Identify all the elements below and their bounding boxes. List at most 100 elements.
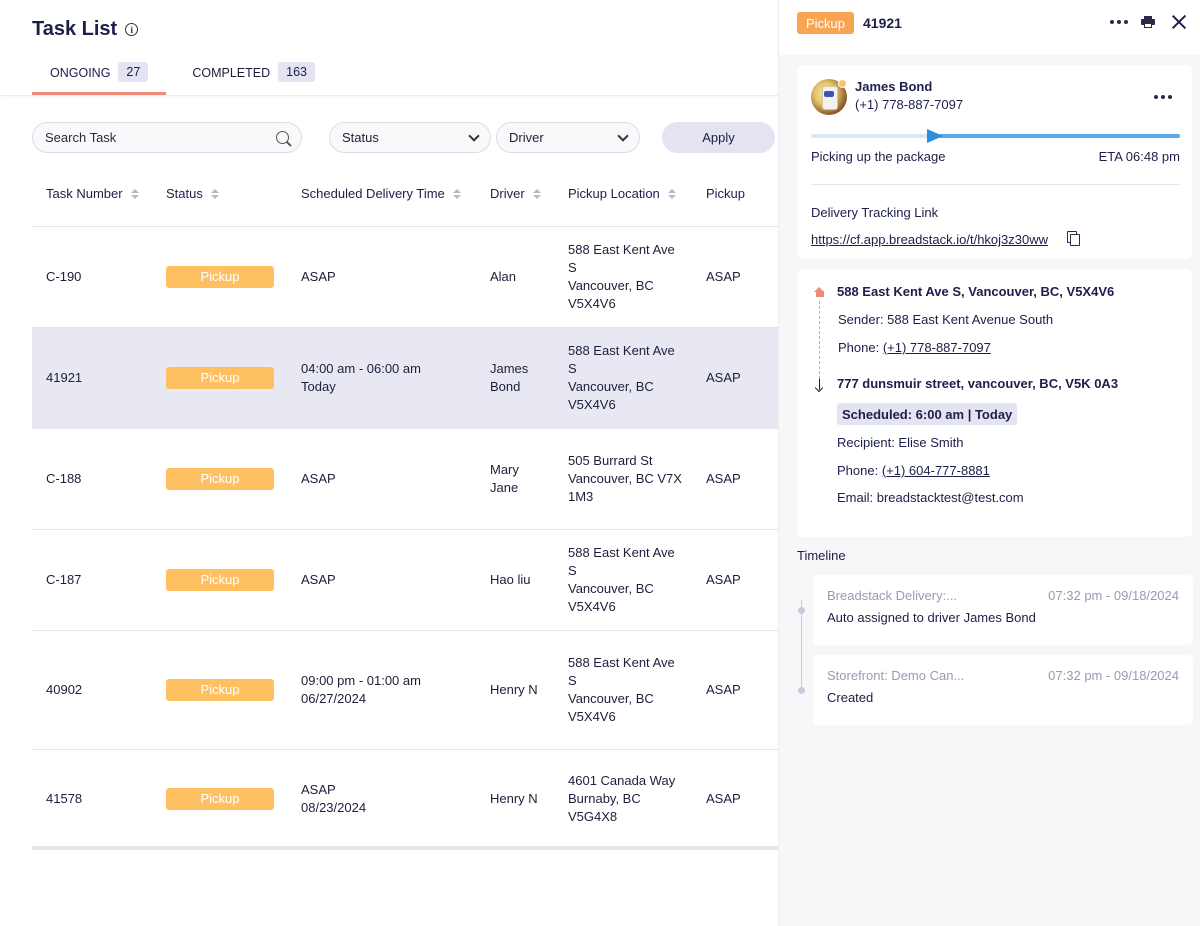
timeline-time: 07:32 pm - 09/18/2024 — [1048, 668, 1179, 683]
driver-line: James — [490, 361, 529, 376]
status-badge-label: Pickup — [166, 787, 274, 810]
table-row[interactable]: C-187 Pickup ASAP Hao liu 588 East Kent Ave S… — [32, 529, 778, 630]
column-header-pickup[interactable]: Pickup — [706, 186, 745, 201]
timeline-heading: Timeline — [797, 548, 846, 563]
scheduled-time: 09:00 pm - 01:00 am 06/27/2024 — [301, 672, 421, 708]
tracking-link-heading: Delivery Tracking Link — [811, 205, 939, 220]
pickup: ASAP — [706, 790, 741, 806]
scheduled-time-line: ASAP — [301, 269, 336, 284]
scheduled-time-line: 09:00 pm - 01:00 am — [301, 673, 421, 688]
driver-position-marker-icon — [927, 129, 943, 143]
table-row[interactable]: 40902 Pickup 09:00 pm - 01:00 am 06/27/2024… — [32, 630, 778, 749]
tab-completed-count: 163 — [278, 62, 315, 82]
pickup-location-line: Vancouver, BC — [568, 278, 654, 293]
column-header-scheduled-time[interactable]: Scheduled Delivery Time — [301, 186, 461, 201]
driver: Henry N — [490, 790, 538, 808]
scheduled-time-line: 06/27/2024 — [301, 691, 367, 706]
pickup-location-line: 588 East Kent Ave — [568, 545, 675, 560]
recipient-phone-link[interactable]: (+1) 604-777-8881 — [881, 463, 990, 478]
scheduled-time-line: ASAP — [301, 781, 336, 797]
sort-icon[interactable] — [532, 188, 541, 199]
scheduled-time: ASAP — [301, 268, 336, 286]
pickup-location-line: V5X4V6 — [568, 709, 616, 724]
driver: Mary Jane — [490, 461, 519, 497]
pickup: ASAP — [706, 682, 741, 697]
copy-icon[interactable] — [1067, 231, 1080, 246]
column-header-label: Status — [166, 186, 203, 201]
pickup-location-line: Vancouver, BC — [568, 581, 654, 596]
sort-icon[interactable] — [130, 188, 139, 199]
more-options-icon[interactable] — [1110, 20, 1128, 24]
apply-button[interactable]: Apply — [662, 122, 775, 153]
sort-icon[interactable] — [210, 188, 219, 199]
print-icon[interactable] — [1141, 16, 1155, 28]
status-badge-label: Pickup — [166, 468, 274, 490]
driver-line: Hao liu — [490, 572, 531, 587]
status-badge: Pickup — [166, 679, 274, 701]
table-row[interactable]: 41921 Pickup 04:00 am - 06:00 am Today James… — [32, 327, 778, 428]
status-filter-select[interactable]: Status — [329, 122, 491, 153]
timeline-source: Breadstack Delivery:... — [827, 588, 958, 603]
sort-icon[interactable] — [452, 188, 461, 199]
table-row[interactable]: 41578 Pickup ASAP 08/23/2024 Henry N 4601 Can… — [32, 749, 778, 847]
search-input[interactable]: Search Task — [32, 122, 302, 153]
search-icon[interactable] — [276, 131, 289, 144]
recipient-email: Email: breadstacktest@test.com — [837, 490, 1024, 505]
task-number: C-187 — [46, 572, 82, 587]
task-number: C-190 — [46, 269, 82, 284]
column-header-label: Pickup — [706, 186, 746, 201]
tab-ongoing[interactable]: ONGOING 27 — [32, 60, 167, 95]
sort-icon[interactable] — [667, 188, 676, 199]
driver-line: Bond — [490, 379, 521, 394]
driver-filter-select[interactable]: Driver — [496, 122, 640, 153]
recipient-phone-label: Phone: — [837, 463, 882, 478]
status-badge: Pickup — [166, 468, 274, 490]
driver-line: Mary — [490, 462, 519, 477]
driver-line: Henry N — [490, 790, 538, 806]
status-badge: Pickup — [166, 266, 274, 288]
tab-bar: ONGOING 27 COMPLETED 163 — [32, 60, 333, 95]
close-icon[interactable] — [1170, 13, 1188, 31]
divider — [811, 184, 1180, 185]
pickup-location-line: S — [568, 563, 577, 578]
pickup-location-line: S — [568, 361, 577, 376]
recipient-phone-row: Phone: (+1) 604-777-8881 — [837, 463, 990, 478]
pickup-location-line: Burnaby, BC — [568, 790, 641, 806]
driver: Hao liu — [490, 571, 530, 589]
driver: James Bond — [490, 360, 528, 396]
column-header-label: Task Number — [46, 186, 123, 201]
driver-more-icon[interactable] — [1154, 95, 1172, 99]
column-header-status[interactable]: Status — [166, 186, 219, 201]
task-number: 40902 — [46, 682, 83, 697]
tracking-link[interactable]: https://cf.app.breadstack.io/t/hkoj3z30w… — [811, 232, 1049, 247]
timeline-source: Storefront: Demo Can... — [827, 668, 965, 683]
table-row[interactable]: C-190 Pickup ASAP Alan 588 East Kent Ave S Van… — [32, 226, 778, 327]
driver: Henry N — [490, 681, 538, 699]
pickup-location: 505 Burrard St Vancouver, BC V7X 1M3 — [568, 452, 682, 506]
sender-phone-link[interactable]: (+1) 778-887-7097 — [882, 340, 991, 355]
table-row[interactable]: C-188 Pickup ASAP Mary Jane 505 Burrard St Van… — [32, 428, 778, 529]
pickup: ASAP — [706, 471, 741, 486]
scheduled-time: ASAP 08/23/2024 — [301, 781, 366, 817]
progress-status: Picking up the package — [811, 149, 946, 164]
recipient: Recipient: Elise Smith — [837, 435, 964, 450]
info-icon[interactable]: i — [125, 23, 139, 36]
route-line — [819, 301, 820, 379]
table-scrollbar[interactable] — [32, 846, 778, 850]
column-header-task-number[interactable]: Task Number — [46, 186, 139, 201]
chevron-down-icon — [617, 129, 629, 142]
status-badge-label: Pickup — [166, 367, 274, 389]
driver-line: Henry N — [490, 682, 538, 697]
tab-completed[interactable]: COMPLETED 163 — [174, 60, 333, 95]
status-dot — [838, 79, 847, 88]
sender-phone-label: Phone: — [838, 340, 883, 355]
detail-header: Pickup 41921 — [779, 0, 1200, 55]
chevron-down-icon — [468, 129, 480, 142]
scheduled-badge: Scheduled: 6:00 am | Today — [837, 403, 1018, 425]
tab-ongoing-label: ONGOING — [50, 66, 111, 80]
column-header-pickup-location[interactable]: Pickup Location — [568, 186, 676, 201]
pickup-location: 588 East Kent Ave S Vancouver, BC V5X4V6 — [568, 544, 675, 616]
table-header: Task Number Status Scheduled Delivery Ti… — [32, 176, 778, 212]
column-header-driver[interactable]: Driver — [490, 186, 541, 201]
driver: Alan — [490, 268, 516, 286]
